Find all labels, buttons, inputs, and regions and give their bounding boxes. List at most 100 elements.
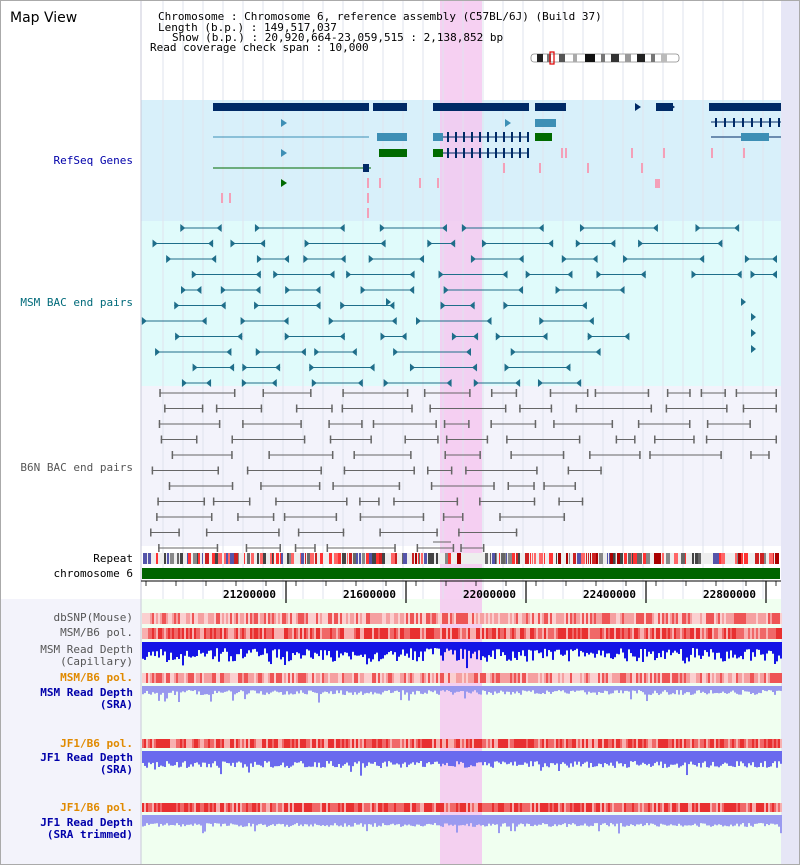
msm-pol-sra-cell [624,673,626,683]
dbsnp-cell [350,613,352,624]
jf1-depth-trim-bar [628,815,630,826]
jf1-depth-trim-bar [612,815,614,825]
length-label: Length (b.p.) [158,21,245,34]
jf1-pol-trim-cell [232,803,234,812]
jf1-pol-trim-cell [188,803,190,812]
dbsnp-cell [228,613,230,624]
repeat-element [492,553,495,564]
bac-end [218,420,221,428]
msm-depth-sra-bar [738,686,740,695]
jf1-depth-trim-bar [762,815,764,824]
jf1-pol-trim-cell [146,803,148,812]
track-label-b6n-bac[interactable]: B6N BAC end pairs [20,461,133,474]
jf1-pol-cell [504,739,506,748]
jf1-pol-cell [210,739,212,748]
msm-depth-cap-bar [186,642,188,651]
jf1-pol-trim-cell [176,803,178,812]
track-label-jf1-depth[interactable]: JF1 Read Depth (SRA) [40,752,133,776]
track-label-jf1-b6-pol-trim[interactable]: JF1/B6 pol. [60,801,133,814]
msm-depth-cap-bar [628,642,630,650]
jf1-depth-trim-bar [308,815,310,827]
msm-depth-cap-bar [418,642,420,658]
msm-depth-sra-bar [504,686,506,695]
jf1-depth-trim-bar [200,815,202,826]
jf1-pol-cell [412,739,414,748]
msm-depth-cap-bar [762,642,764,655]
repeat-element [532,553,533,564]
track-label-msm-b6-pol[interactable]: MSM/B6 pol. [60,626,133,639]
bac-end [515,528,518,537]
msm-depth-cap-bar [564,642,566,655]
repeat-element [637,553,639,564]
dbsnp-cell [212,613,214,624]
track-label-msm-depth-sra[interactable]: MSM Read Depth (SRA) [40,687,133,711]
msm-depth-cap-bar [440,642,442,656]
jf1-pol-cell [358,739,360,748]
jf1-pol-trim-cell [388,803,390,812]
msm-depth-cap-bar [690,642,692,655]
msm-depth-cap-bar [216,642,218,649]
dbsnp-cell [376,613,378,624]
msm-pol-cell [174,628,176,639]
jf1-depth-trim-bar [206,815,208,824]
jf1-pol-cell [400,739,402,748]
exon [463,132,465,142]
msm-pol-sra-cell [514,673,516,683]
jf1-depth-trim-bar [598,815,600,832]
jf1-pol-trim-cell [534,803,536,812]
bac-end [311,379,317,387]
bac-end [596,270,602,279]
msm-pol-cell [586,628,588,639]
track-label-jf1-depth-trim[interactable]: JF1 Read Depth (SRA trimmed) [40,817,133,841]
msm-depth-cap-bar [162,642,164,656]
jf1-pol-cell [500,739,502,748]
bac-end [300,420,302,428]
msm-pol-cell [644,628,646,639]
msm-pol-cell [164,628,166,639]
track-label-msm-bac[interactable]: MSM BAC end pairs [20,296,133,309]
repeat-element [300,553,301,564]
track-label-jf1-b6-pol[interactable]: JF1/B6 pol. [60,737,133,750]
track-label-refseq[interactable]: RefSeq Genes [53,154,133,167]
jf1-pol-cell [418,739,420,748]
jf1-depth-bar [582,751,584,765]
track-label-msm-depth-cap[interactable]: MSM Read Depth (Capillary) [40,644,133,668]
msm-depth-cap-bar [494,642,496,660]
jf1-depth-bar [632,751,634,762]
track-label-dbsnp[interactable]: dbSNP(Mouse) [53,611,133,624]
msm-depth-sra-bar [384,686,386,691]
dbsnp-cell [470,613,472,624]
msm-pol-sra-cell [304,673,306,683]
msm-depth-cap-bar [396,642,398,661]
msm-depth-cap-bar [542,642,544,659]
repeat-element [391,553,395,564]
msm-depth-sra-bar [210,686,212,702]
jf1-pol-trim-cell [238,803,240,812]
msm-depth-cap-bar [694,642,696,658]
msm-depth-cap-bar [662,642,664,651]
msm-depth-cap-bar [270,642,272,665]
bac-end [229,363,235,372]
msm-depth-sra-bar [460,686,462,692]
track-label-repeat[interactable]: Repeat [93,552,133,565]
msm-pol-sra-cell [296,673,298,683]
msm-pol-sra-cell [702,673,704,683]
jf1-depth-bar [502,751,504,762]
jf1-pol-trim-cell [690,803,692,812]
track-label-chromosome[interactable]: chromosome 6 [53,567,133,580]
jf1-depth-trim-bar [632,815,634,826]
msm-depth-cap-bar [190,642,192,658]
dbsnp-cell [236,613,238,624]
jf1-depth-trim-bar [558,815,560,825]
repeat-element [177,553,179,564]
dbsnp-cell [290,613,292,624]
dbsnp-cell [286,613,288,624]
dbsnp-cell [752,613,754,624]
jf1-depth-bar [372,751,374,764]
msm-pol-cell [654,628,656,639]
track-label-msm-b6-pol-sra[interactable]: MSM/B6 pol. [60,671,133,684]
dbsnp-cell [762,613,764,624]
msm-depth-cap-bar [434,642,436,649]
msm-depth-cap-bar [774,642,776,664]
